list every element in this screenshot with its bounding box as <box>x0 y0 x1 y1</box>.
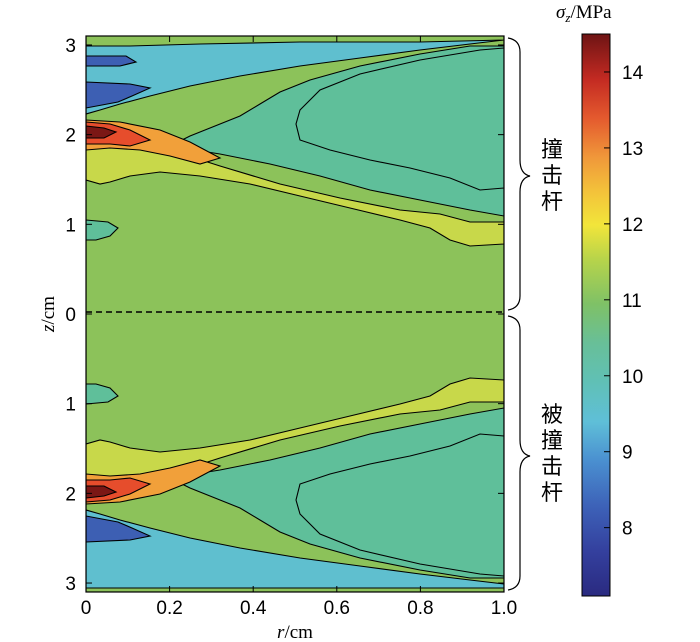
y-tick-label: 2 <box>65 126 76 147</box>
contour-lower-axis-spot <box>86 383 119 405</box>
brace-upper <box>507 37 531 311</box>
colorbar-tick-label: 8 <box>622 519 633 540</box>
contour-upper-peak-core <box>86 125 118 139</box>
x-axis: 0 0.2 0.4 0.6 0.8 1.0 <box>81 36 517 619</box>
colorbar-tick-label: 9 <box>622 443 633 464</box>
contour-upper-end-low <box>86 81 152 109</box>
y-tick-label: 1 <box>65 395 76 416</box>
x-tick-label: 1.0 <box>491 598 517 619</box>
region-label-char: 撞 <box>541 429 563 454</box>
region-label-char: 击 <box>541 164 563 189</box>
contour-upper-half <box>86 36 504 247</box>
contour-lower-band <box>86 377 504 485</box>
region-label-char: 杆 <box>541 190 563 215</box>
colorbar-tick-label: 10 <box>622 367 643 388</box>
x-tick-label: 0.6 <box>324 598 350 619</box>
x-tick-label: 0 <box>81 598 92 619</box>
x-tick-label: 0.2 <box>156 598 182 619</box>
x-axis-label: r/cm <box>277 622 313 642</box>
contour-upper-top-strip <box>86 36 504 47</box>
colorbar-ticks: 8 9 10 11 12 13 14 <box>604 63 644 540</box>
x-tick-label: 0.8 <box>407 598 433 619</box>
brace-lower <box>507 315 531 591</box>
colorbar-tick-label: 11 <box>622 291 642 312</box>
contour-plot <box>86 36 504 592</box>
y-axis-label: z/cm <box>38 296 59 333</box>
contour-lower-peak-core <box>86 485 118 499</box>
colorbar-tick-label: 12 <box>622 215 643 236</box>
region-label-char: 击 <box>541 455 563 480</box>
contour-upper-wedge-inner <box>295 47 504 191</box>
y-tick-label: 3 <box>65 574 76 595</box>
region-label-char: 杆 <box>541 481 563 506</box>
y-tick-label: 1 <box>65 215 76 236</box>
colorbar-title: σz/MPa <box>556 2 612 25</box>
contour-upper-axis-spot <box>86 219 119 241</box>
colorbar <box>581 33 611 597</box>
contour-lower-wedge-inner <box>295 433 504 577</box>
colorbar-tick-label: 14 <box>622 63 644 84</box>
region-label-char: 被 <box>541 403 563 428</box>
y-tick-label: 2 <box>65 484 76 505</box>
contour-upper-end-low-2 <box>86 55 138 67</box>
x-tick-label: 0.4 <box>240 598 267 619</box>
contour-lower-half <box>86 377 504 589</box>
y-tick-label: 0 <box>65 305 76 326</box>
colorbar-tick-label: 13 <box>622 139 643 160</box>
y-axis: 3 2 1 0 1 2 3 <box>65 36 504 595</box>
region-label-char: 撞 <box>541 138 563 163</box>
contour-upper-band <box>86 139 504 247</box>
contour-lower-end-low <box>86 515 152 543</box>
y-tick-label: 3 <box>65 36 76 57</box>
